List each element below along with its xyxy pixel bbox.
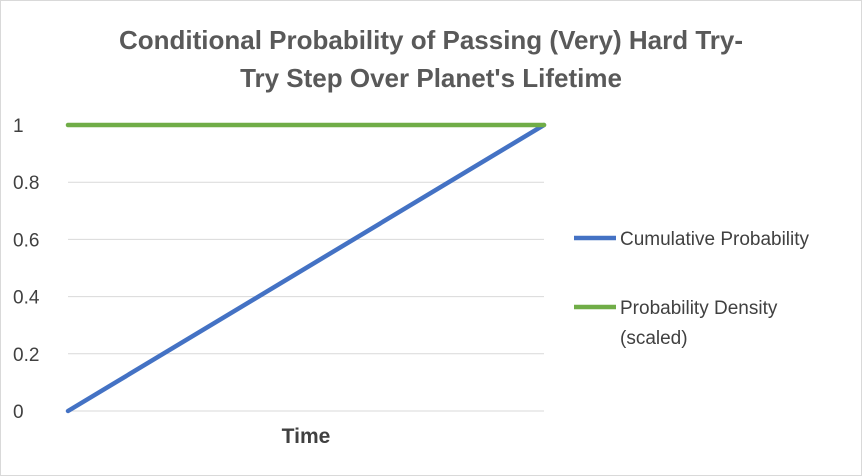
y-tick-label: 0 <box>13 402 24 423</box>
y-tick-label: 0.4 <box>13 288 40 309</box>
y-tick-label: 0.2 <box>13 345 39 366</box>
plot-series <box>65 122 547 414</box>
y-axis-ticks: 0 0.2 0.4 0.6 0.8 1 <box>13 116 40 423</box>
series-line-cumulative-probability <box>65 122 547 414</box>
legend-label: Cumulative Probability <box>620 229 810 250</box>
y-tick-label: 0.8 <box>13 173 39 194</box>
chart-title-line-2: Try Step Over Planet's Lifetime <box>240 63 622 93</box>
legend-label: (scaled) <box>620 328 688 349</box>
y-tick-label: 0.6 <box>13 230 39 251</box>
x-axis-title: Time <box>282 425 331 448</box>
legend: Cumulative Probability Probability Densit… <box>574 229 810 349</box>
legend-label: Probability Density <box>620 298 778 319</box>
y-tick-label: 1 <box>13 116 24 137</box>
chart-title-line-1: Conditional Probability of Passing (Very… <box>119 25 743 55</box>
